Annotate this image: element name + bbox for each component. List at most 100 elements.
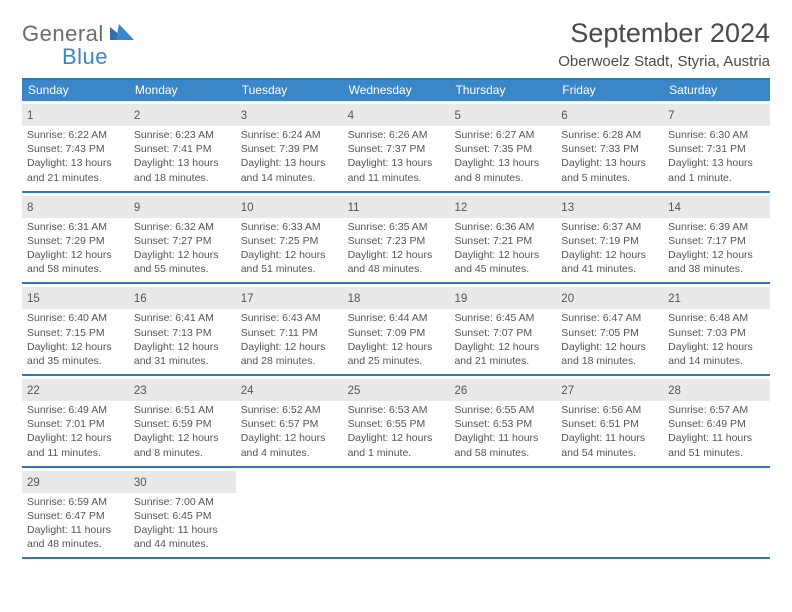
daylight-line: Daylight: 13 hours and 8 minutes. <box>454 156 551 184</box>
day-number: 17 <box>241 293 254 305</box>
day-number: 26 <box>454 385 467 397</box>
day-number-bar: 28 <box>663 379 770 401</box>
daylight-line: Daylight: 12 hours and 55 minutes. <box>134 248 231 276</box>
day-number-bar: 15 <box>22 287 129 309</box>
sunset-line: Sunset: 6:49 PM <box>668 417 765 431</box>
day-number: 24 <box>241 385 254 397</box>
daylight-line: Daylight: 13 hours and 14 minutes. <box>241 156 338 184</box>
daylight-line: Daylight: 11 hours and 44 minutes. <box>134 523 231 551</box>
day-number-bar: 23 <box>129 379 236 401</box>
day-number-bar: 20 <box>556 287 663 309</box>
day-number: 27 <box>561 385 574 397</box>
sunset-line: Sunset: 7:05 PM <box>561 326 658 340</box>
weekday-header: Monday <box>129 80 236 101</box>
sunset-line: Sunset: 7:01 PM <box>27 417 124 431</box>
day-number-bar: 18 <box>343 287 450 309</box>
weekday-header-row: SundayMondayTuesdayWednesdayThursdayFrid… <box>22 80 770 101</box>
day-number-bar: 7 <box>663 104 770 126</box>
title-block: September 2024 Oberwoelz Stadt, Styria, … <box>558 18 770 70</box>
day-number-bar: 27 <box>556 379 663 401</box>
daylight-line: Daylight: 11 hours and 58 minutes. <box>454 431 551 459</box>
calendar-empty-cell <box>556 468 663 558</box>
sunset-line: Sunset: 7:37 PM <box>348 142 445 156</box>
daylight-line: Daylight: 12 hours and 45 minutes. <box>454 248 551 276</box>
day-number-bar: 3 <box>236 104 343 126</box>
day-number: 11 <box>348 202 360 214</box>
daylight-line: Daylight: 11 hours and 51 minutes. <box>668 431 765 459</box>
sunset-line: Sunset: 7:33 PM <box>561 142 658 156</box>
day-number-bar: 9 <box>129 196 236 218</box>
daylight-line: Daylight: 12 hours and 1 minute. <box>348 431 445 459</box>
daylight-line: Daylight: 12 hours and 8 minutes. <box>134 431 231 459</box>
day-number-bar: 21 <box>663 287 770 309</box>
calendar-day-cell: 5Sunrise: 6:27 AMSunset: 7:35 PMDaylight… <box>449 101 556 191</box>
sunrise-line: Sunrise: 6:28 AM <box>561 128 658 142</box>
day-number-bar: 4 <box>343 104 450 126</box>
weekday-header: Thursday <box>449 80 556 101</box>
daylight-line: Daylight: 12 hours and 58 minutes. <box>27 248 124 276</box>
calendar-day-cell: 17Sunrise: 6:43 AMSunset: 7:11 PMDayligh… <box>236 284 343 374</box>
sunset-line: Sunset: 7:09 PM <box>348 326 445 340</box>
day-number-bar: 29 <box>22 471 129 493</box>
sunset-line: Sunset: 7:31 PM <box>668 142 765 156</box>
calendar-day-cell: 11Sunrise: 6:35 AMSunset: 7:23 PMDayligh… <box>343 193 450 283</box>
day-number-bar: 5 <box>449 104 556 126</box>
sunset-line: Sunset: 7:07 PM <box>454 326 551 340</box>
day-number: 8 <box>27 202 33 214</box>
day-number-bar: 17 <box>236 287 343 309</box>
page-title: September 2024 <box>558 18 770 49</box>
daylight-line: Daylight: 13 hours and 5 minutes. <box>561 156 658 184</box>
daylight-line: Daylight: 12 hours and 21 minutes. <box>454 340 551 368</box>
day-number-bar: 16 <box>129 287 236 309</box>
daylight-line: Daylight: 12 hours and 31 minutes. <box>134 340 231 368</box>
sunset-line: Sunset: 7:35 PM <box>454 142 551 156</box>
calendar-day-cell: 2Sunrise: 6:23 AMSunset: 7:41 PMDaylight… <box>129 101 236 191</box>
day-number-bar: 25 <box>343 379 450 401</box>
sunrise-line: Sunrise: 6:48 AM <box>668 311 765 325</box>
sunset-line: Sunset: 6:57 PM <box>241 417 338 431</box>
calendar-week-row: 1Sunrise: 6:22 AMSunset: 7:43 PMDaylight… <box>22 101 770 193</box>
calendar-week-row: 22Sunrise: 6:49 AMSunset: 7:01 PMDayligh… <box>22 376 770 468</box>
daylight-line: Daylight: 11 hours and 54 minutes. <box>561 431 658 459</box>
sunset-line: Sunset: 7:43 PM <box>27 142 124 156</box>
day-number: 5 <box>454 110 460 122</box>
sunrise-line: Sunrise: 6:30 AM <box>668 128 765 142</box>
sunrise-line: Sunrise: 7:00 AM <box>134 495 231 509</box>
day-number-bar: 19 <box>449 287 556 309</box>
day-number: 29 <box>27 477 40 489</box>
sunset-line: Sunset: 7:39 PM <box>241 142 338 156</box>
logo-triangle-icon <box>110 24 136 42</box>
day-number: 21 <box>668 293 681 305</box>
day-number: 18 <box>348 293 361 305</box>
calendar-day-cell: 25Sunrise: 6:53 AMSunset: 6:55 PMDayligh… <box>343 376 450 466</box>
daylight-line: Daylight: 12 hours and 41 minutes. <box>561 248 658 276</box>
day-number-bar: 1 <box>22 104 129 126</box>
calendar-body: 1Sunrise: 6:22 AMSunset: 7:43 PMDaylight… <box>22 101 770 559</box>
calendar-empty-cell <box>343 468 450 558</box>
sunrise-line: Sunrise: 6:35 AM <box>348 220 445 234</box>
sunset-line: Sunset: 6:47 PM <box>27 509 124 523</box>
calendar-day-cell: 7Sunrise: 6:30 AMSunset: 7:31 PMDaylight… <box>663 101 770 191</box>
daylight-line: Daylight: 12 hours and 4 minutes. <box>241 431 338 459</box>
day-number: 22 <box>27 385 40 397</box>
day-number-bar: 24 <box>236 379 343 401</box>
day-number: 23 <box>134 385 147 397</box>
day-number: 6 <box>561 110 567 122</box>
sunrise-line: Sunrise: 6:43 AM <box>241 311 338 325</box>
calendar-day-cell: 13Sunrise: 6:37 AMSunset: 7:19 PMDayligh… <box>556 193 663 283</box>
location-subtitle: Oberwoelz Stadt, Styria, Austria <box>558 53 770 70</box>
day-number-bar: 14 <box>663 196 770 218</box>
calendar-day-cell: 16Sunrise: 6:41 AMSunset: 7:13 PMDayligh… <box>129 284 236 374</box>
calendar-week-row: 8Sunrise: 6:31 AMSunset: 7:29 PMDaylight… <box>22 193 770 285</box>
daylight-line: Daylight: 13 hours and 21 minutes. <box>27 156 124 184</box>
day-number: 30 <box>134 477 147 489</box>
daylight-line: Daylight: 12 hours and 28 minutes. <box>241 340 338 368</box>
daylight-line: Daylight: 12 hours and 25 minutes. <box>348 340 445 368</box>
daylight-line: Daylight: 11 hours and 48 minutes. <box>27 523 124 551</box>
sunrise-line: Sunrise: 6:51 AM <box>134 403 231 417</box>
day-number: 3 <box>241 110 247 122</box>
calendar-day-cell: 10Sunrise: 6:33 AMSunset: 7:25 PMDayligh… <box>236 193 343 283</box>
sunrise-line: Sunrise: 6:41 AM <box>134 311 231 325</box>
calendar-day-cell: 14Sunrise: 6:39 AMSunset: 7:17 PMDayligh… <box>663 193 770 283</box>
day-number: 13 <box>561 202 574 214</box>
